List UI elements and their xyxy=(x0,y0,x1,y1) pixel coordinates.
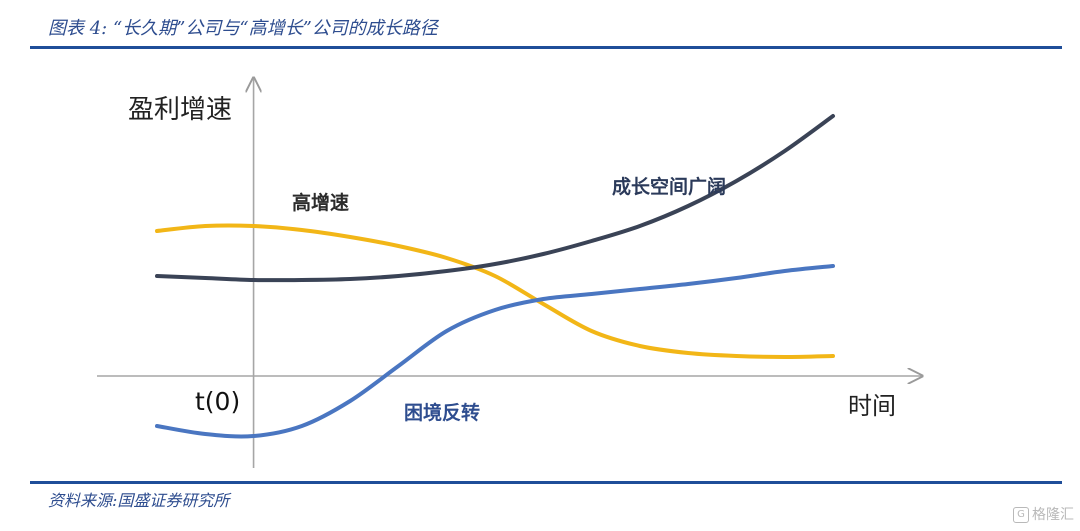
x-axis-label: 时间 xyxy=(848,392,896,420)
watermark: G 格隆汇 xyxy=(1013,504,1074,524)
bottom-divider xyxy=(30,481,1062,484)
series-line-broad-space xyxy=(155,114,835,283)
series-label-broad-space: 成长空间广阔 xyxy=(612,175,726,198)
origin-label: t(0) xyxy=(195,387,240,416)
watermark-text: 格隆汇 xyxy=(1032,507,1074,523)
series-label-turnaround: 困境反转 xyxy=(404,401,480,424)
chart-title: 图表 4: “长久期”公司与“高增长”公司的成长路径 xyxy=(48,18,438,39)
watermark-logo-icon: G xyxy=(1013,507,1029,523)
series-line-high-growth xyxy=(155,223,835,360)
top-divider xyxy=(30,46,1062,49)
series-line-turnaround xyxy=(155,264,835,439)
series-label-high-growth: 高增速 xyxy=(292,191,349,214)
source-note: 资料来源:国盛证券研究所 xyxy=(48,491,230,510)
y-axis-label: 盈利增速 xyxy=(128,95,232,125)
